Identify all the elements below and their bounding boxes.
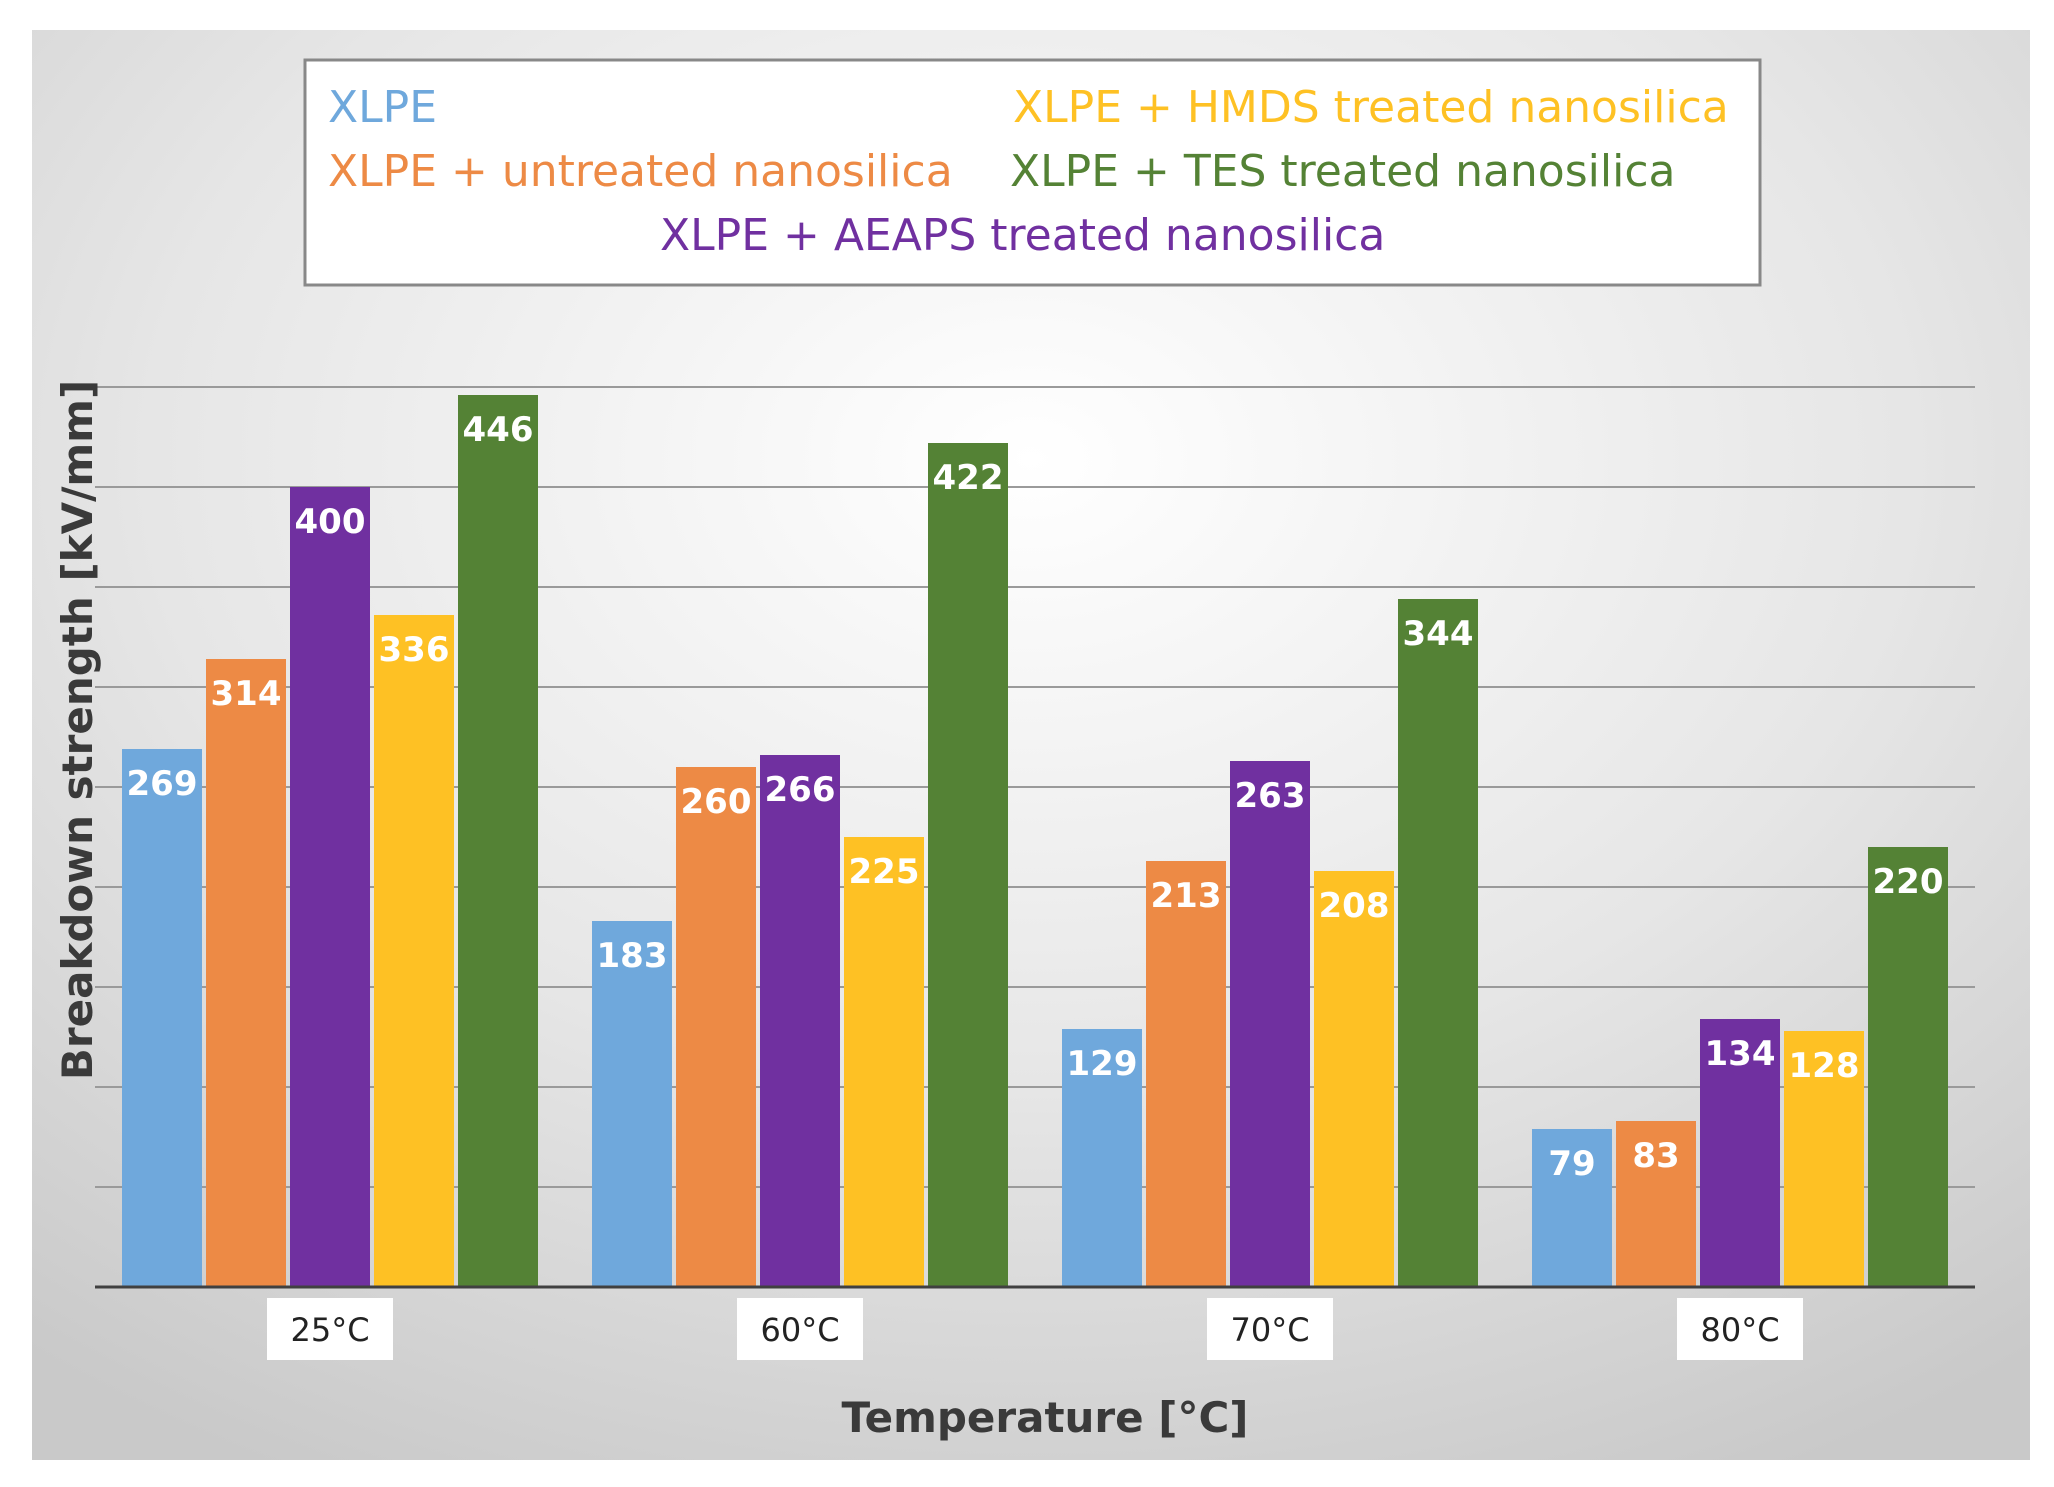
category-labels: 25°C 60°C 70°C 80°C [267, 1298, 1803, 1360]
bar [1532, 1129, 1612, 1287]
legend-entry-tes: XLPE + TES treated nanosilica [1010, 146, 1675, 197]
data-label: 83 [1632, 1136, 1679, 1176]
data-label: 336 [379, 630, 450, 670]
data-label: 344 [1403, 614, 1474, 654]
category-label-box [1677, 1298, 1803, 1360]
bar [122, 749, 202, 1287]
category-label: 80°C [1700, 1311, 1779, 1349]
data-label: 225 [849, 852, 920, 892]
bar [1868, 847, 1948, 1287]
bar [458, 395, 538, 1287]
data-label: 79 [1548, 1144, 1595, 1184]
bar [1062, 1029, 1142, 1287]
y-axis-title: Breakdown strength [kV/mm] [53, 380, 102, 1080]
legend-entry-hmds: XLPE + HMDS treated nanosilica [1013, 82, 1729, 133]
bar [1146, 861, 1226, 1287]
data-label: 263 [1235, 776, 1306, 816]
bar [844, 837, 924, 1287]
data-label: 400 [295, 502, 366, 542]
category-label-box [267, 1298, 393, 1360]
data-label: 422 [933, 458, 1004, 498]
bar [1398, 599, 1478, 1287]
bar [676, 767, 756, 1287]
data-label: 208 [1319, 886, 1390, 926]
bar [1230, 761, 1310, 1287]
bar [206, 659, 286, 1287]
data-label: 213 [1151, 876, 1222, 916]
legend-box [303, 58, 1762, 287]
bar [290, 487, 370, 1287]
x-axis-title: Temperature [°C] [842, 1393, 1249, 1442]
category-label: 25°C [290, 1311, 369, 1349]
bar [1700, 1019, 1780, 1287]
data-label: 266 [765, 770, 836, 810]
bar [1314, 871, 1394, 1287]
data-label: 269 [127, 764, 198, 804]
bar [760, 755, 840, 1287]
data-label: 129 [1067, 1044, 1138, 1084]
legend-entry-aeaps: XLPE + AEAPS treated nanosilica [660, 210, 1385, 261]
data-label: 260 [681, 782, 752, 822]
bar [592, 921, 672, 1287]
bar [1616, 1121, 1696, 1287]
category-label: 60°C [760, 1311, 839, 1349]
data-label: 314 [211, 674, 282, 714]
data-label: 446 [463, 410, 534, 450]
category-label: 70°C [1230, 1311, 1309, 1349]
legend-entry-untreated: XLPE + untreated nanosilica [328, 146, 953, 197]
data-label: 134 [1705, 1034, 1776, 1074]
bar [374, 615, 454, 1287]
bar [928, 443, 1008, 1287]
category-label-box [1207, 1298, 1333, 1360]
bars: 269 314 400 336 446 183 260 266 225 422 129 213 263 2… [122, 395, 1948, 1287]
data-label: 220 [1873, 862, 1944, 902]
category-label-box [737, 1298, 863, 1360]
legend: XLPE XLPE + untreated nanosilica XLPE + … [303, 58, 1762, 287]
legend-entry-xlpe: XLPE [328, 82, 437, 133]
data-label: 183 [597, 936, 668, 976]
data-label: 128 [1789, 1046, 1860, 1086]
bar [1784, 1031, 1864, 1287]
